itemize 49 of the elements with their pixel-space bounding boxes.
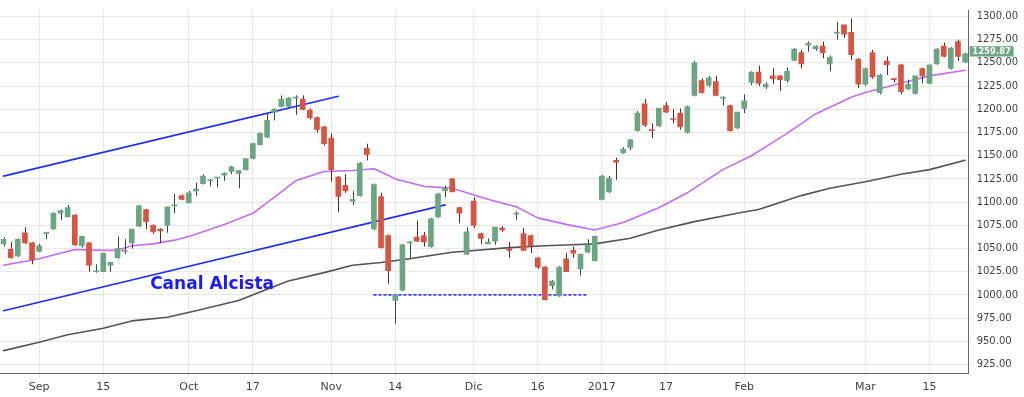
candlestick: [613, 157, 619, 181]
candlestick: [164, 206, 171, 234]
y-tick-label: 1150.00: [976, 149, 1019, 161]
text: 1259.87: [972, 46, 1012, 56]
x-tick-label: 14: [388, 380, 403, 394]
x-tick-label: 2017: [587, 380, 616, 394]
candlestick: [86, 241, 92, 273]
x-tick-label: 15: [922, 380, 937, 394]
candlestick: [955, 39, 961, 62]
candlestick: [563, 252, 570, 273]
y-tick-label: 1275.00: [976, 33, 1019, 45]
candlestick: [741, 93, 748, 114]
y-tick-label: 1125.00: [976, 172, 1019, 184]
candlestick: [655, 107, 662, 128]
candlestick: [435, 192, 441, 219]
y-tick-label: 1100.00: [976, 195, 1019, 207]
x-tick-label: 15: [96, 380, 111, 394]
x-tick-label: Feb: [734, 380, 755, 394]
y-tick-label: 975.00: [976, 311, 1012, 323]
y-tick-label: 1300.00: [976, 10, 1019, 22]
y-tick-label: 925.00: [976, 358, 1012, 370]
x-tick-label: Sep: [28, 380, 50, 394]
y-tick-label: 1025.00: [976, 265, 1019, 277]
y-tick-label: 950.00: [976, 334, 1012, 346]
candlestick: [335, 175, 342, 213]
annotation: Canal Alcista: [150, 273, 275, 294]
y-tick-label: 1200.00: [976, 102, 1019, 114]
candlestick: [392, 294, 399, 325]
candlestick: [128, 228, 135, 250]
x-tick-label: Nov: [320, 380, 343, 394]
x-tick-label: 16: [530, 380, 545, 394]
candlestick: [171, 193, 178, 214]
x-tick-label: Dic: [464, 380, 483, 394]
x-tick-label: 17: [245, 380, 260, 394]
x-tick-label: Oct: [179, 380, 199, 394]
x-tick-label: 17: [658, 380, 673, 394]
candlestick: [520, 227, 527, 251]
x-tick-label: Mar: [854, 380, 877, 394]
candlestick: [755, 65, 762, 87]
candlestick: [883, 55, 890, 76]
candlestick: [14, 237, 21, 258]
y-tick-label: 1225.00: [976, 79, 1019, 91]
y-tick-label: 1050.00: [976, 242, 1019, 254]
y-tick-label: 1175.00: [976, 126, 1019, 138]
y-tick-label: 1075.00: [976, 218, 1019, 230]
y-tick-label: 1000.00: [976, 288, 1019, 300]
y-tick-label: 1250.00: [976, 56, 1019, 68]
candlestick: [29, 241, 35, 265]
candlestick: [798, 49, 805, 69]
